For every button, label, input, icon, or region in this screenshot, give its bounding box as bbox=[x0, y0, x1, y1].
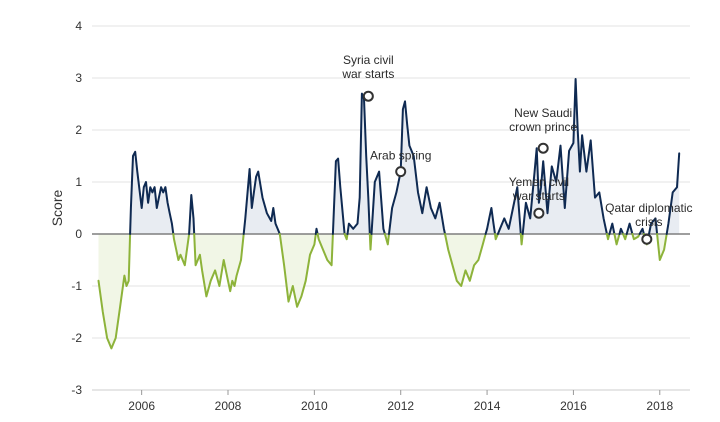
annotation-label: crown prince bbox=[509, 120, 577, 134]
positive-line-segment bbox=[346, 92, 371, 235]
positive-line-segment bbox=[648, 217, 659, 235]
annotation-marker[interactable] bbox=[395, 166, 407, 178]
negative-line-segment bbox=[368, 233, 373, 251]
negative-area bbox=[317, 234, 333, 266]
x-axis: 2006 2008 2010 2012 2014 2016 2018 bbox=[92, 389, 690, 413]
negative-line-segment bbox=[605, 233, 611, 241]
positive-line-segment bbox=[521, 78, 608, 235]
annotation-label: Arab spring bbox=[370, 149, 431, 163]
y-axis: -3 -2 -1 0 1 2 3 4 bbox=[71, 19, 82, 397]
positive-area bbox=[243, 169, 280, 234]
y-tick-label: 0 bbox=[75, 227, 82, 241]
negative-line-segment bbox=[622, 233, 628, 241]
negative-line-segment bbox=[343, 233, 349, 241]
annotation-label: Qatar diplomatic bbox=[605, 201, 692, 215]
positive-line-segment bbox=[484, 207, 496, 235]
annotation-label: war starts bbox=[341, 67, 394, 81]
negative-area bbox=[279, 234, 316, 307]
positive-line-segment bbox=[188, 194, 196, 235]
positive-line-segment bbox=[665, 152, 681, 235]
y-tick-label: -2 bbox=[71, 331, 82, 345]
annotation-label: New Saudi bbox=[514, 106, 572, 120]
positive-line-segment bbox=[314, 227, 319, 235]
y-tick-label: 2 bbox=[75, 123, 82, 137]
positive-line-segment bbox=[496, 186, 522, 235]
positive-line-segment bbox=[625, 222, 634, 235]
positive-line-segment bbox=[331, 157, 346, 235]
negative-line-segment bbox=[444, 233, 487, 287]
gridlines bbox=[92, 25, 690, 391]
y-tick-label: 4 bbox=[75, 19, 82, 33]
x-tick-label: 2018 bbox=[646, 399, 673, 413]
negative-line-segment bbox=[278, 233, 317, 308]
negative-line-segment bbox=[97, 233, 132, 350]
negative-line-segment bbox=[172, 233, 191, 267]
annotation-label: Yemen civil bbox=[509, 175, 569, 189]
series-lines bbox=[97, 78, 681, 350]
y-tick-label: -1 bbox=[71, 279, 82, 293]
negative-line-segment bbox=[519, 233, 524, 246]
negative-line-segment bbox=[631, 233, 641, 241]
x-tick-label: 2010 bbox=[301, 399, 328, 413]
x-tick-label: 2012 bbox=[387, 399, 414, 413]
negative-area bbox=[98, 234, 131, 349]
y-tick-label: 1 bbox=[75, 175, 82, 189]
annotation-marker[interactable] bbox=[641, 233, 653, 245]
y-tick-label: -3 bbox=[71, 383, 82, 397]
negative-line-segment bbox=[613, 233, 621, 246]
positive-line-segment bbox=[388, 100, 446, 235]
positive-line-segment bbox=[242, 168, 281, 235]
x-tick-label: 2014 bbox=[474, 399, 501, 413]
negative-line-segment bbox=[383, 233, 390, 246]
negative-line-segment bbox=[193, 233, 245, 298]
positive-line-segment bbox=[370, 170, 386, 235]
x-tick-label: 2016 bbox=[560, 399, 587, 413]
area-fills bbox=[98, 79, 680, 349]
x-tick-label: 2008 bbox=[215, 399, 242, 413]
negative-line-segment bbox=[656, 233, 668, 261]
y-axis-title: Score bbox=[49, 190, 65, 227]
annotation-marker[interactable] bbox=[533, 207, 545, 219]
positive-line-segment bbox=[129, 150, 175, 235]
negative-line-segment bbox=[494, 233, 499, 241]
annotation-marker[interactable] bbox=[537, 142, 549, 154]
x-tick-label: 2006 bbox=[128, 399, 155, 413]
positive-line-segment bbox=[638, 227, 645, 235]
annotation-label: Syria civil bbox=[343, 53, 394, 67]
positive-line-segment bbox=[608, 222, 616, 235]
positive-area bbox=[522, 79, 607, 234]
negative-line-segment bbox=[316, 233, 334, 267]
annotation-marker[interactable] bbox=[362, 90, 374, 102]
positive-line-segment bbox=[618, 227, 625, 235]
annotation-label: war starts bbox=[512, 189, 565, 203]
annotation-label: crisis bbox=[635, 215, 662, 229]
y-tick-label: 3 bbox=[75, 71, 82, 85]
